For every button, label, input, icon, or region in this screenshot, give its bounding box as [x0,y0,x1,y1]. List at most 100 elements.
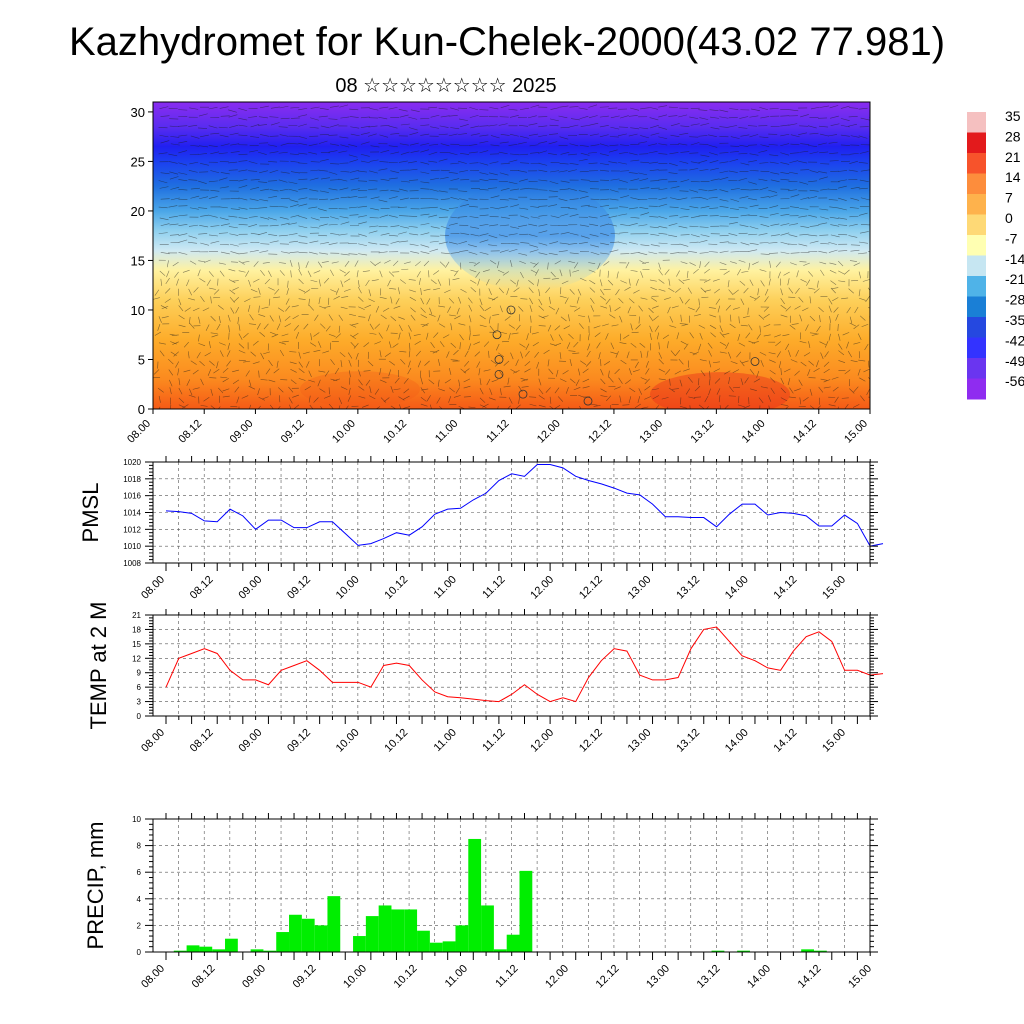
wind-barb [486,278,490,286]
wind-barb [760,253,770,255]
wind-barb [538,134,548,137]
wind-barb [788,243,798,246]
wind-barb [380,125,390,127]
cs-xtick-label: 14.00 [740,418,768,446]
wind-barb [582,386,590,389]
wind-barb [624,286,631,291]
wind-barb [759,351,767,356]
wind-barb [260,243,270,245]
wind-barb [226,350,231,357]
wind-barb [854,306,859,314]
wind-barb [662,334,670,339]
wind-barb [568,350,576,352]
wind-barb [430,279,437,285]
wind-barb [500,104,510,109]
wind-barb [538,214,548,217]
wind-barb [288,222,297,225]
colorbar-label: 0 [1005,210,1013,226]
wind-barb [769,108,779,110]
wind-barb [678,279,685,285]
wind-barb [262,262,270,264]
wind-barb [733,289,739,295]
wind-barb [557,396,564,402]
wind-barb [365,279,370,287]
wind-barb [707,134,717,138]
wind-barb [529,144,539,147]
wind-barb [794,388,801,392]
wind-barb [210,315,216,322]
wind-barb [362,270,370,272]
wind-barb [193,287,199,293]
wind-barb [788,287,794,294]
wind-barb [340,144,350,148]
wind-barb [630,252,640,254]
wind-barb [503,360,510,366]
wind-barb [420,188,430,190]
wind-barb [508,233,518,236]
wind-barb [408,325,412,332]
wind-barb [668,387,675,393]
wind-barb [578,190,588,193]
wind-barb [740,214,750,217]
wind-barb [270,106,280,109]
wind-barb [649,216,659,218]
wind-barb [600,223,609,227]
wind-barb [528,279,534,285]
wind-barb [769,260,771,268]
wind-barb [205,324,210,331]
wind-barb [458,118,468,121]
wind-barb [508,397,513,404]
wind-barb [407,367,412,375]
wind-barb [280,171,290,174]
wind-barb [415,261,421,267]
wind-barb [853,386,859,393]
precip-bar [212,949,226,952]
wind-barb [470,279,477,284]
wind-barb [408,360,411,368]
colorbar-label: -35 [1005,312,1024,328]
panel-precip-xtick-label: 08.00 [139,963,167,991]
wind-barb [321,261,329,263]
wind-barb [828,249,838,253]
wind-barb [420,232,430,236]
wind-barb [680,208,690,211]
wind-barb [253,278,260,283]
wind-barb [835,314,839,321]
wind-barb [468,406,476,409]
wind-barb [590,251,600,256]
wind-barb [190,360,197,365]
wind-barb [479,378,482,386]
wind-barb [209,360,215,366]
wind-barb [620,280,627,284]
wind-barb [410,307,416,313]
wind-barb [785,343,790,351]
wind-barb [780,232,790,236]
panel-precip-xtick-label: 08.12 [190,963,218,991]
wind-barb [739,116,749,119]
wind-barb [648,143,658,146]
wind-barb [749,279,754,286]
wind-barb [538,378,542,386]
wind-barb [408,350,411,358]
wind-barb [669,325,677,328]
wind-barb [859,151,869,154]
wind-barb [614,368,620,375]
wind-barb [229,233,239,236]
wind-barb [756,333,762,340]
wind-barb [585,361,592,367]
wind-barb [420,149,430,153]
wind-barb [519,343,526,348]
wind-barb [658,225,668,229]
wind-barb [420,324,428,326]
wind-barb [790,194,800,198]
wind-barb [298,268,302,276]
wind-barb [708,144,718,148]
wind-barb [809,189,819,192]
wind-barb [448,171,458,174]
wind-barb [649,169,659,171]
wind-barb [369,108,379,111]
wind-barb [390,316,397,322]
wind-barb [559,269,563,277]
wind-barb [499,388,502,396]
cs-xtick-label: 13.12 [689,418,717,446]
